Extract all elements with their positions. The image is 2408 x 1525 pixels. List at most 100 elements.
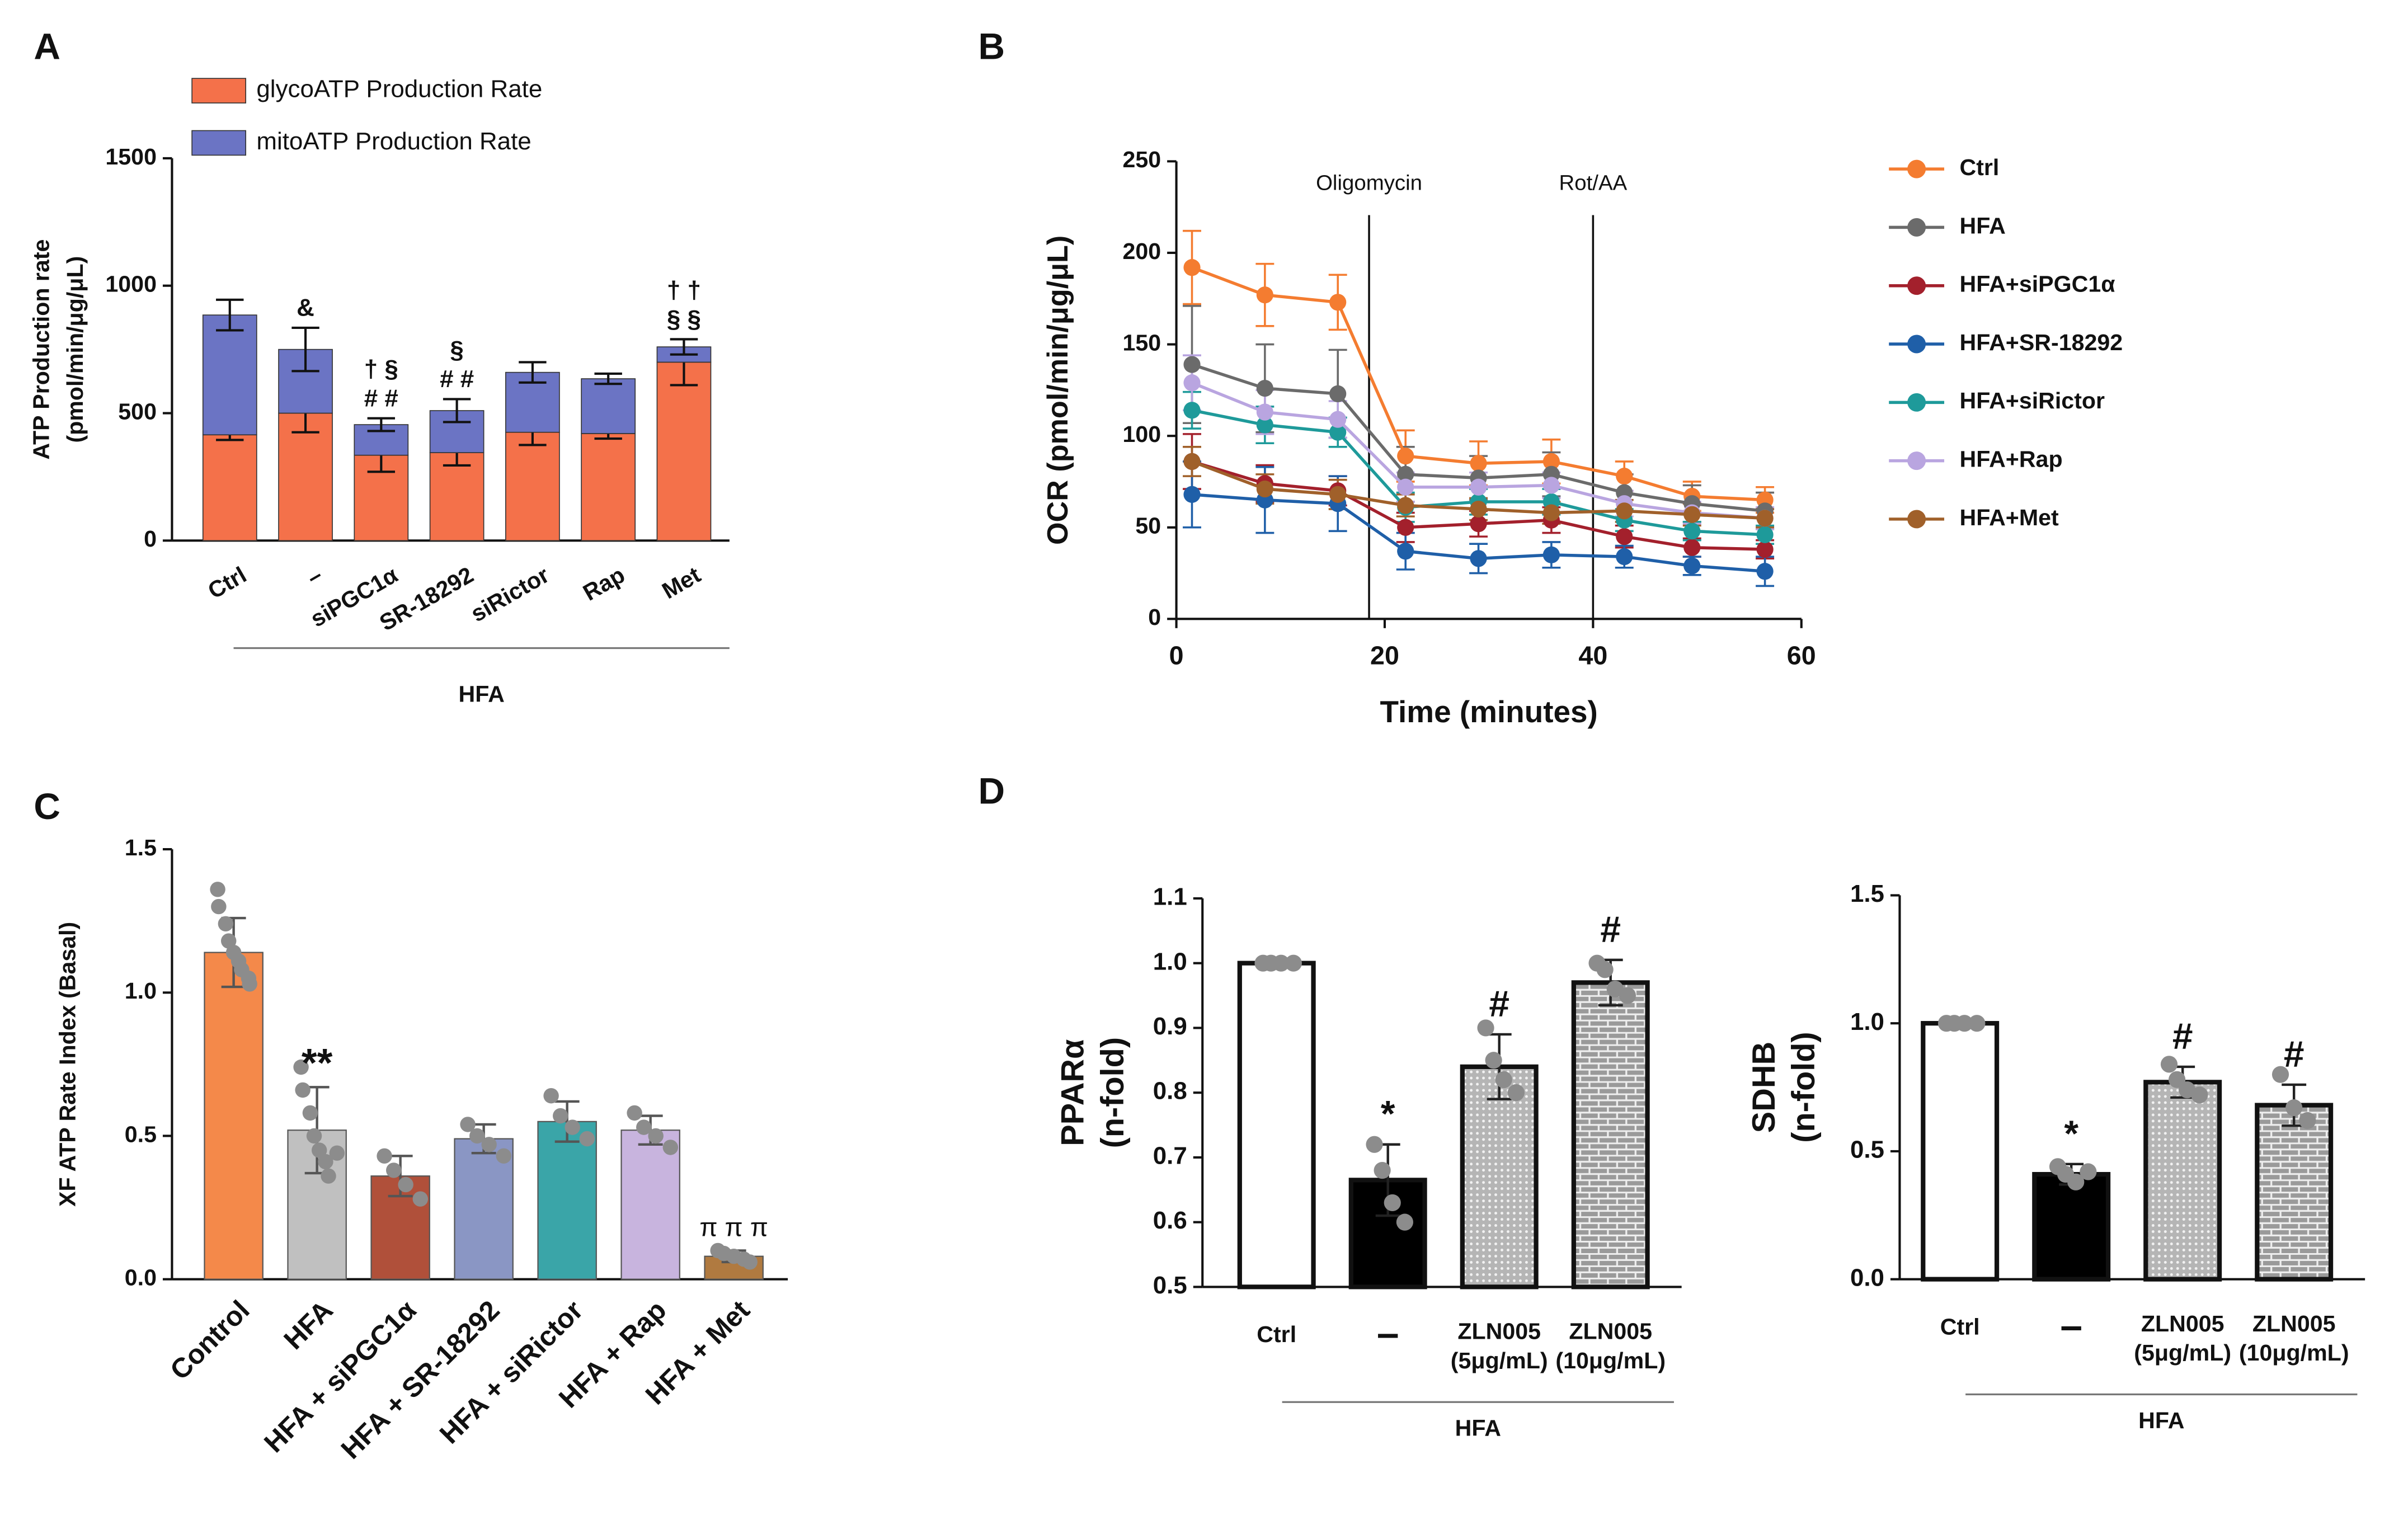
data-point xyxy=(1272,954,1290,972)
data-point xyxy=(1477,1019,1494,1037)
y-tick-label: 1.0 xyxy=(1153,948,1187,975)
annotation: § § xyxy=(667,305,701,333)
legend-label: HFA+Rap xyxy=(1959,446,2062,472)
y-axis-label: (pmol/min/μg/μL) xyxy=(62,256,88,443)
data-point xyxy=(1756,563,1774,580)
annotation: & xyxy=(297,294,314,322)
data-point xyxy=(469,1128,485,1144)
data-point xyxy=(742,1254,758,1270)
y-tick-label: 1.5 xyxy=(1850,880,1884,907)
data-point xyxy=(412,1191,429,1207)
y-axis-label: OCR (pmol/min/μg/μL) xyxy=(1042,236,1074,545)
bar-segment xyxy=(581,378,636,434)
data-point xyxy=(306,1128,322,1144)
x-tick-label: ZLN005 xyxy=(1457,1319,1541,1344)
data-point xyxy=(2299,1112,2316,1129)
x-tick-label: – xyxy=(2060,1303,2082,1348)
data-point xyxy=(1329,423,1347,441)
bar xyxy=(2255,1103,2334,1282)
group-label: HFA xyxy=(459,681,505,707)
bar xyxy=(1237,961,1316,1289)
data-point xyxy=(460,1117,476,1132)
data-point xyxy=(648,1128,664,1144)
data-point xyxy=(1619,987,1636,1004)
data-point xyxy=(1285,954,1302,972)
legend-swatch xyxy=(191,78,247,103)
data-point xyxy=(1329,411,1347,428)
bar-segment xyxy=(505,431,560,542)
data-point xyxy=(1683,506,1701,523)
data-point xyxy=(2271,1066,2289,1083)
data-point xyxy=(1397,497,1414,514)
legend-label: HFA xyxy=(1959,213,2005,238)
annotation: # # xyxy=(364,384,398,412)
x-tick-label: Met xyxy=(657,562,705,604)
data-point xyxy=(377,1148,392,1164)
group-label: HFA xyxy=(2138,1408,2184,1433)
legend-label: HFA+siPGC1α xyxy=(1959,271,2115,297)
y-tick-label: 1.1 xyxy=(1153,883,1187,911)
bar-segment xyxy=(656,361,712,542)
x-tick-label: (5μg/mL) xyxy=(2134,1340,2231,1366)
bar xyxy=(1921,1021,2000,1282)
y-axis-label: SDHB xyxy=(1746,1042,1782,1133)
data-point xyxy=(210,882,225,897)
legend-marker xyxy=(1907,335,1926,354)
x-tick-label: ZLN005 xyxy=(2141,1311,2224,1336)
legend-label: mitoATP Production Rate xyxy=(256,128,531,155)
bar-segment xyxy=(581,433,636,542)
x-tick-label: ZLN005 xyxy=(2252,1311,2336,1336)
data-point xyxy=(220,933,237,949)
y-tick-label: 150 xyxy=(1122,330,1161,355)
x-tick-label: Ctrl xyxy=(1940,1314,1980,1339)
data-point xyxy=(318,1154,333,1170)
y-tick-label: 1000 xyxy=(105,271,157,297)
data-point xyxy=(329,1145,345,1161)
event-label: Rot/AA xyxy=(1559,171,1628,195)
data-point xyxy=(543,1088,559,1104)
bar xyxy=(2032,1171,2111,1282)
panel-label: C xyxy=(34,785,60,827)
y-tick-label: 0.6 xyxy=(1153,1207,1187,1234)
x-tick-label: 0 xyxy=(1169,641,1184,670)
x-tick-label: 60 xyxy=(1787,641,1816,670)
data-point xyxy=(242,976,257,992)
bar-segment xyxy=(202,434,257,542)
data-point xyxy=(386,1162,402,1178)
legend-label: glycoATP Production Rate xyxy=(256,76,542,103)
group-label: HFA xyxy=(1455,1415,1501,1441)
bar-segment xyxy=(202,314,257,436)
data-point xyxy=(1616,528,1633,545)
y-tick-label: 1.0 xyxy=(125,978,157,1004)
legend-label: Ctrl xyxy=(1959,154,1999,180)
data-point xyxy=(1485,1052,1502,1069)
x-tick-label: – xyxy=(1377,1311,1399,1355)
y-tick-label: 0 xyxy=(144,526,157,552)
data-point xyxy=(1542,546,1560,563)
legend-swatch xyxy=(191,130,247,156)
annotation: † † xyxy=(667,276,701,304)
data-point xyxy=(1183,356,1201,373)
data-point xyxy=(1470,550,1487,567)
data-point xyxy=(2191,1086,2208,1104)
x-tick-label: HFA + siRictor xyxy=(434,1295,589,1449)
data-point xyxy=(1470,478,1487,496)
annotation: π π π xyxy=(699,1212,768,1241)
y-tick-label: 0 xyxy=(1148,604,1161,630)
legend-marker xyxy=(1907,393,1926,412)
data-point xyxy=(1616,548,1633,566)
data-point xyxy=(302,1105,318,1121)
x-tick-label: (10μg/mL) xyxy=(2239,1340,2349,1366)
x-tick-label: HFA + SR-18292 xyxy=(335,1295,506,1465)
data-point xyxy=(1756,510,1774,527)
data-point xyxy=(1183,402,1201,419)
data-point xyxy=(1756,526,1774,543)
data-point xyxy=(481,1137,497,1152)
y-tick-label: 1500 xyxy=(105,144,157,170)
y-axis-label: (n-fold) xyxy=(1786,1032,1822,1142)
data-point xyxy=(1397,448,1414,465)
data-point xyxy=(1956,1015,1973,1032)
bar xyxy=(537,1121,597,1280)
data-point xyxy=(1683,539,1701,556)
x-tick-label: (5μg/mL) xyxy=(1451,1348,1548,1373)
